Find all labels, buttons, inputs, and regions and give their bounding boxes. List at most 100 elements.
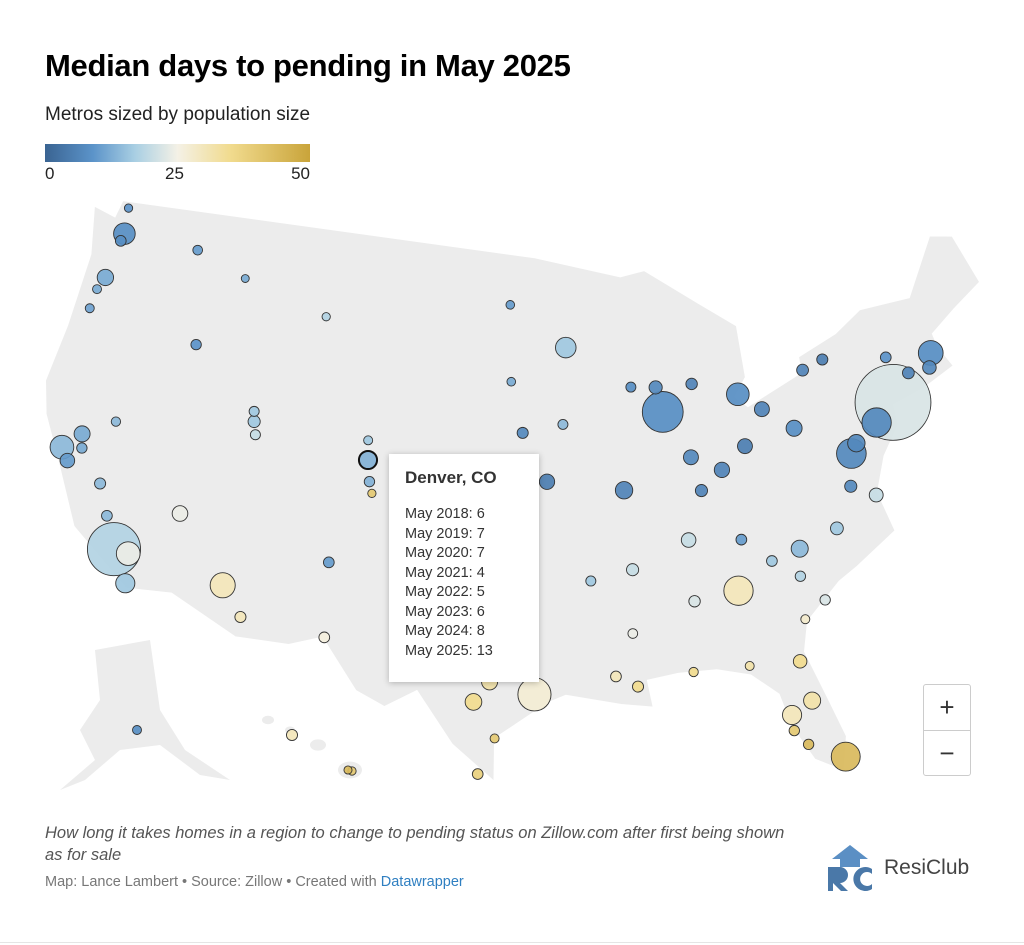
metro-bubble[interactable] xyxy=(782,704,803,726)
metro-bubble[interactable] xyxy=(788,724,800,737)
resiclub-logo: ResiClub xyxy=(826,845,969,891)
metro-bubble[interactable] xyxy=(367,488,377,498)
zoom-controls: + − xyxy=(923,684,971,776)
metro-bubble[interactable] xyxy=(249,429,261,441)
metro-bubble[interactable] xyxy=(192,244,204,256)
metro-bubble[interactable] xyxy=(830,741,861,772)
tooltip-row: May 2021: 4 xyxy=(405,564,485,581)
metro-bubble[interactable] xyxy=(735,533,748,546)
metro-bubble[interactable] xyxy=(557,418,569,430)
metro-bubble[interactable] xyxy=(76,442,88,454)
metro-bubble[interactable] xyxy=(685,377,698,391)
metro-bubble[interactable] xyxy=(790,539,809,558)
metro-bubble[interactable] xyxy=(516,426,529,439)
metro-bubble[interactable] xyxy=(723,575,754,606)
metro-bubble[interactable] xyxy=(694,484,708,498)
metro-bubble[interactable] xyxy=(363,476,376,488)
metro-bubble[interactable] xyxy=(819,594,831,606)
datawrapper-link[interactable]: Datawrapper xyxy=(380,874,464,890)
metro-bubble-denver[interactable] xyxy=(357,449,379,471)
metro-bubble[interactable] xyxy=(785,419,803,437)
metro-bubble[interactable] xyxy=(248,405,260,417)
metro-bubble[interactable] xyxy=(861,407,892,438)
metro-bubble[interactable] xyxy=(464,693,483,711)
metro-bubble[interactable] xyxy=(209,572,236,599)
metro-bubble[interactable] xyxy=(632,680,645,693)
metro-bubble[interactable] xyxy=(94,477,107,490)
metro-bubble[interactable] xyxy=(115,541,141,566)
hawaii-island-shape xyxy=(262,715,274,725)
metro-bubble[interactable] xyxy=(73,425,91,443)
metro-bubble[interactable] xyxy=(84,303,95,314)
metro-bubble[interactable] xyxy=(247,415,261,429)
metro-bubble[interactable] xyxy=(688,666,699,678)
metro-bubble[interactable] xyxy=(922,360,937,375)
metro-bubble[interactable] xyxy=(626,563,640,577)
metro-bubble[interactable] xyxy=(505,300,516,310)
metro-bubble[interactable] xyxy=(585,575,597,587)
metro-bubble[interactable] xyxy=(802,738,815,751)
metro-bubble[interactable] xyxy=(92,284,102,295)
metro-bubble[interactable] xyxy=(879,351,892,364)
metro-bubble[interactable] xyxy=(489,733,500,744)
bubble-layer xyxy=(49,203,944,780)
metro-bubble-hawaii[interactable] xyxy=(343,765,353,775)
metro-bubble[interactable] xyxy=(110,416,122,427)
metro-bubble[interactable] xyxy=(59,452,76,469)
metro-bubble[interactable] xyxy=(744,661,755,671)
metro-bubble[interactable] xyxy=(517,677,552,712)
zoom-in-button[interactable]: + xyxy=(939,692,955,722)
metro-bubble[interactable] xyxy=(737,438,753,455)
metro-bubble[interactable] xyxy=(114,235,127,247)
metro-bubble[interactable] xyxy=(471,768,484,780)
metro-bubble[interactable] xyxy=(240,274,250,283)
metro-bubble[interactable] xyxy=(753,401,770,418)
metro-bubble[interactable] xyxy=(610,670,622,683)
metro-bubble[interactable] xyxy=(683,449,699,466)
hawaii-island-shape xyxy=(310,739,326,751)
metro-bubble[interactable] xyxy=(190,338,202,351)
metro-bubble[interactable] xyxy=(538,473,556,490)
metro-bubble[interactable] xyxy=(323,556,335,569)
byline: Map: Lance Lambert • Source: Zillow • Cr… xyxy=(45,874,464,890)
metro-bubble[interactable] xyxy=(506,376,517,387)
metro-bubble[interactable] xyxy=(641,391,684,433)
metro-bubble[interactable] xyxy=(680,532,697,548)
metro-bubble[interactable] xyxy=(363,435,374,446)
metro-bubble[interactable] xyxy=(234,610,247,623)
metro-bubble[interactable] xyxy=(800,614,811,625)
metro-bubble[interactable] xyxy=(713,461,731,478)
metro-bubble[interactable] xyxy=(816,353,829,366)
metro-bubble[interactable] xyxy=(648,380,663,395)
metro-bubble[interactable] xyxy=(726,382,750,407)
metro-bubble[interactable] xyxy=(803,691,822,710)
metro-bubble[interactable] xyxy=(792,654,808,669)
metro-bubble-alaska[interactable] xyxy=(132,725,142,735)
metro-bubble[interactable] xyxy=(101,509,113,522)
metro-bubble[interactable] xyxy=(794,570,807,582)
metro-bubble[interactable] xyxy=(318,631,331,644)
legend-gradient xyxy=(45,144,310,162)
metro-bubble[interactable] xyxy=(321,312,331,322)
metro-bubble[interactable] xyxy=(115,573,136,594)
metro-bubble[interactable] xyxy=(902,366,915,380)
metro-bubble[interactable] xyxy=(555,336,577,359)
metro-bubble[interactable] xyxy=(171,505,189,522)
metro-bubble[interactable] xyxy=(796,363,809,377)
metro-bubble-hawaii[interactable] xyxy=(286,729,299,742)
metro-bubble[interactable] xyxy=(847,434,866,453)
metro-bubble[interactable] xyxy=(96,268,115,287)
metro-bubble[interactable] xyxy=(123,203,134,213)
metro-bubble[interactable] xyxy=(766,555,778,567)
metro-bubble[interactable] xyxy=(844,479,858,493)
metro-bubble[interactable] xyxy=(614,481,634,500)
tooltip-row: May 2018: 6 xyxy=(405,506,485,522)
metro-bubble[interactable] xyxy=(627,628,639,639)
alaska-shape xyxy=(60,640,230,790)
metro-bubble[interactable] xyxy=(830,521,844,536)
metro-bubble[interactable] xyxy=(868,487,884,503)
legend-tick: 25 xyxy=(165,164,184,183)
metro-bubble[interactable] xyxy=(688,595,701,608)
zoom-out-button[interactable]: − xyxy=(924,730,970,776)
metro-bubble[interactable] xyxy=(625,381,637,393)
